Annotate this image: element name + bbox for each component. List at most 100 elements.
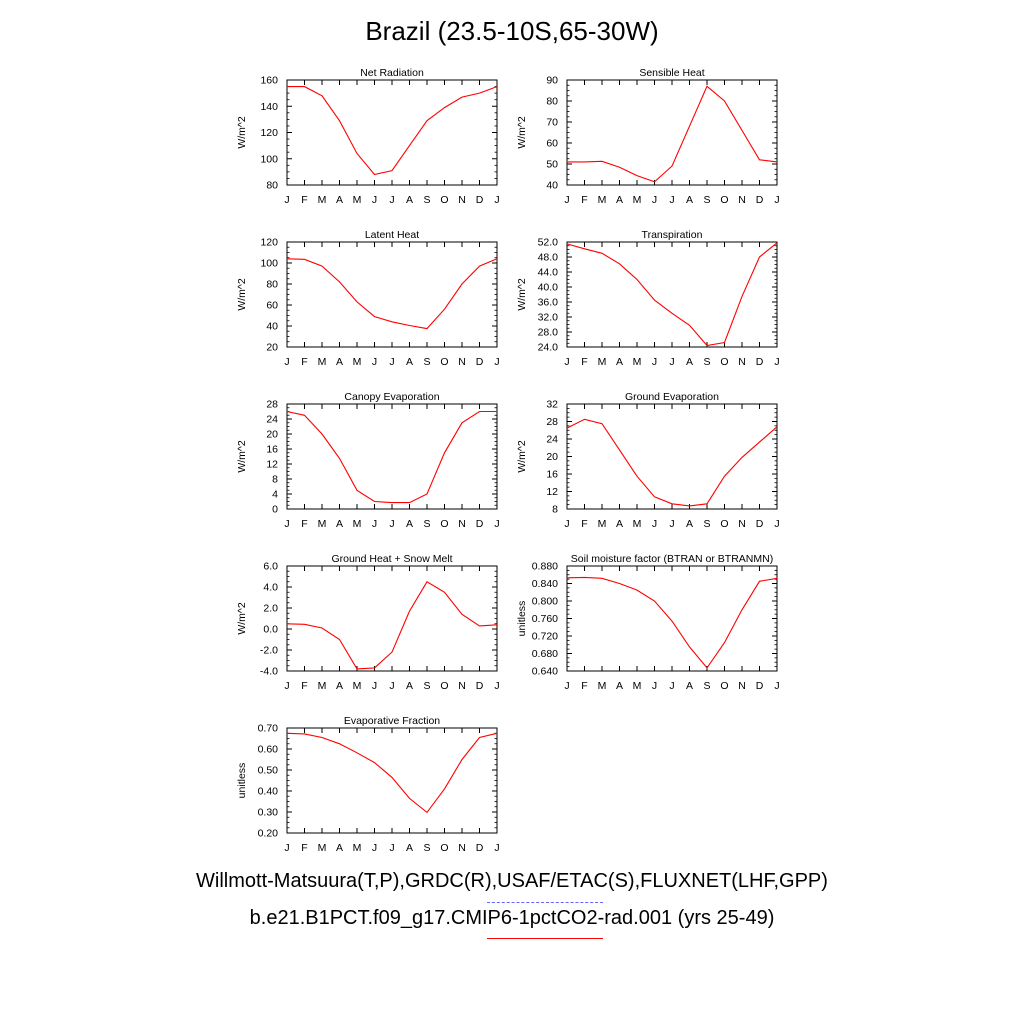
y-tick-label: 24 <box>266 414 278 426</box>
x-tick-label: M <box>598 680 607 692</box>
y-axis-label: W/m^2 <box>516 116 528 149</box>
x-tick-label: J <box>652 680 657 692</box>
series-line-0 <box>286 581 498 670</box>
x-tick-label: J <box>564 680 569 692</box>
x-tick-label: N <box>458 518 466 530</box>
x-tick-label: F <box>301 518 307 530</box>
panel-frame <box>566 565 778 672</box>
legend-swatch-model <box>487 938 603 939</box>
x-tick-label: S <box>703 518 710 530</box>
x-tick-label: M <box>318 518 327 530</box>
x-tick-label: A <box>406 680 413 692</box>
y-tick-label: 28 <box>266 399 278 411</box>
y-tick-label: 0.800 <box>532 596 558 608</box>
page-title: Brazil (23.5-10S,65-30W) <box>365 16 659 46</box>
series-line-0 <box>567 85 778 183</box>
x-tick-label: D <box>476 194 484 206</box>
x-tick-label: N <box>738 518 746 530</box>
x-tick-label: A <box>336 842 343 854</box>
y-tick-label: 0.720 <box>532 631 558 643</box>
x-tick-label: M <box>633 518 642 530</box>
y-tick-label: 160 <box>260 75 278 87</box>
x-tick-label: A <box>336 680 343 692</box>
x-tick-label: J <box>389 356 394 368</box>
y-tick-label: 0.70 <box>258 723 279 735</box>
x-tick-label: N <box>458 194 466 206</box>
x-tick-label: M <box>318 356 327 368</box>
x-tick-label: S <box>423 194 430 206</box>
y-tick-label: 16 <box>546 469 558 481</box>
x-tick-label: J <box>389 194 394 206</box>
x-tick-label: J <box>284 842 289 854</box>
panel-8: Evaporative Fraction 0.20 0.30 0.40 0.50 0.60… <box>236 715 500 854</box>
y-axis-label: W/m^2 <box>236 278 248 311</box>
x-tick-label: S <box>423 518 430 530</box>
x-tick-label: J <box>494 680 499 692</box>
panel-title: Transpiration <box>642 229 703 241</box>
x-tick-label: J <box>284 680 289 692</box>
series-line-0 <box>286 258 498 330</box>
x-tick-label: S <box>703 194 710 206</box>
panel-frame <box>566 403 778 510</box>
x-tick-label: J <box>669 680 674 692</box>
x-tick-label: N <box>738 194 746 206</box>
x-tick-label: M <box>353 680 362 692</box>
x-tick-label: D <box>476 356 484 368</box>
panel-title: Ground Heat + Snow Melt <box>331 553 452 565</box>
x-tick-label: J <box>494 356 499 368</box>
y-tick-label: 24.0 <box>538 342 559 354</box>
panel-frame <box>566 79 778 186</box>
y-tick-label: 80 <box>546 96 558 108</box>
x-tick-label: O <box>440 680 448 692</box>
y-tick-label: 80 <box>266 279 278 291</box>
x-tick-label: M <box>353 518 362 530</box>
x-tick-label: J <box>494 842 499 854</box>
y-tick-label: 24 <box>546 434 558 446</box>
x-tick-label: F <box>301 680 307 692</box>
x-tick-label: D <box>476 518 484 530</box>
x-tick-label: O <box>720 518 728 530</box>
y-tick-label: 16 <box>266 444 278 456</box>
legend-label-model: b.e21.B1PCT.f09_g17.CMIP6-1pctCO2-rad.00… <box>249 907 775 929</box>
y-tick-label: 28 <box>546 416 558 428</box>
series-line-0 <box>566 242 778 347</box>
x-tick-label: S <box>703 356 710 368</box>
series-line-0 <box>287 86 498 176</box>
y-tick-label: 4 <box>272 489 278 501</box>
x-tick-label: M <box>598 518 607 530</box>
x-tick-label: M <box>633 680 642 692</box>
y-tick-label: 32 <box>546 399 558 411</box>
x-tick-label: J <box>564 194 569 206</box>
x-tick-label: N <box>738 680 746 692</box>
y-tick-label: 0.0 <box>263 624 278 636</box>
y-tick-label: 44.0 <box>538 267 559 279</box>
y-tick-label: 60 <box>546 138 558 150</box>
panel-title: Sensible Heat <box>639 67 704 79</box>
y-tick-label: 12 <box>266 459 278 471</box>
y-axis-label: W/m^2 <box>236 602 248 635</box>
y-tick-label: 0.30 <box>258 807 279 819</box>
x-tick-label: F <box>301 194 307 206</box>
panel-3: Transpiration 24.0 28.0 32.0 36.0 40.0 44.0 48.… <box>516 229 780 368</box>
x-tick-label: N <box>738 356 746 368</box>
y-tick-label: 36.0 <box>538 297 559 309</box>
y-tick-label: 0.760 <box>532 613 558 625</box>
x-tick-label: O <box>440 356 448 368</box>
x-tick-label: O <box>440 842 448 854</box>
panel-frame <box>286 727 498 834</box>
x-tick-label: F <box>581 356 587 368</box>
panel-title: Soil moisture factor (BTRAN or BTRANMN) <box>571 553 773 565</box>
x-tick-label: J <box>669 194 674 206</box>
x-tick-label: J <box>652 194 657 206</box>
y-tick-label: 52.0 <box>538 237 559 249</box>
x-tick-label: A <box>686 518 693 530</box>
y-tick-label: 120 <box>260 127 278 139</box>
x-tick-label: J <box>372 842 377 854</box>
x-tick-label: D <box>476 680 484 692</box>
y-tick-label: 48.0 <box>538 252 559 264</box>
x-tick-label: J <box>372 518 377 530</box>
series-line-0 <box>566 418 778 507</box>
x-tick-label: O <box>720 194 728 206</box>
